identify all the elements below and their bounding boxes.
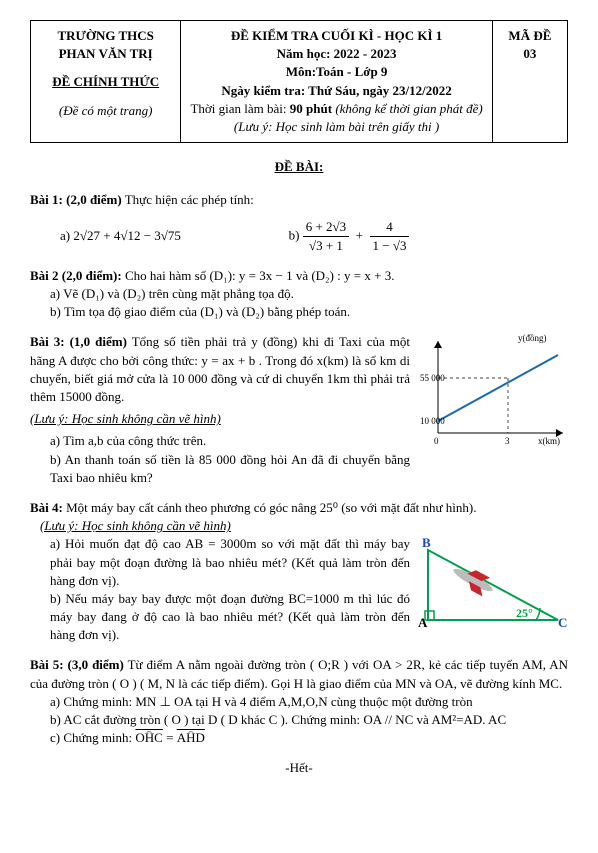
b5-c-prefix: c) Chứng minh: xyxy=(50,730,135,745)
end-marker: -Hết- xyxy=(30,759,568,777)
b2-a: a) Vẽ (D₁) và (D₂) trên cùng mặt phẳng t… xyxy=(50,285,568,303)
frac-1: 6 + 2√3 √3 + 1 xyxy=(303,218,349,255)
b4-b-part1: b) Nếu máy bay bay được một đoạn đường B… xyxy=(50,590,410,645)
duration-suffix: (không kể thời gian phát đề) xyxy=(332,101,483,116)
b1-text: Thực hiện các phép tính: xyxy=(122,192,254,207)
b4-intro: Một máy bay cất cánh theo phương có góc … xyxy=(63,500,477,515)
label-b: B xyxy=(422,535,431,550)
b4-title: Bài 4: xyxy=(30,500,63,515)
b4-b-text: b) Nếu máy bay bay được một đoạn đường B… xyxy=(50,591,410,642)
angle-label: 25° xyxy=(516,606,533,620)
xtick1-label: 0 xyxy=(434,436,439,446)
b5-c: c) Chứng minh: ⌢OHC = ⌢AHD xyxy=(50,729,568,747)
plane-figure: 25° A B C xyxy=(418,535,568,635)
frac-2: 4 1 − √3 xyxy=(370,218,410,255)
problem-1: Bài 1: (2,0 điểm) Thực hiện các phép tín… xyxy=(30,191,568,255)
school-line1: TRƯỜNG THCS xyxy=(39,27,172,45)
b1-a: a) 2√27 + 4√12 − 3√75 xyxy=(60,227,289,245)
header-right: MÃ ĐỀ 03 xyxy=(492,21,567,143)
b1-a-label: a) xyxy=(60,228,73,243)
b3-note: (Lưu ý: Học sinh không cần vẽ hình) xyxy=(30,410,410,428)
code-value: 03 xyxy=(501,45,559,63)
b4-a: a) Hỏi muốn đạt độ cao AB = 3000m so với… xyxy=(50,535,410,590)
school-line2: PHAN VĂN TRỊ xyxy=(39,45,172,63)
exam-note: (Lưu ý: Học sinh làm bài trên giấy thi ) xyxy=(189,118,483,136)
b5-title: Bài 5: (3,0 điểm) xyxy=(30,657,124,672)
label-c: C xyxy=(558,615,567,630)
ytick2-label: 10 000 xyxy=(420,416,445,426)
exam-date: Ngày kiểm tra: Thứ Sáu, ngày 23/12/2022 xyxy=(189,82,483,100)
problem-2: Bài 2 (2,0 điểm): Cho hai hàm số (D₁): y… xyxy=(30,267,568,322)
exam-year: Năm học: 2022 - 2023 xyxy=(189,45,483,63)
label-a: A xyxy=(418,615,428,630)
b2-text: Cho hai hàm số (D₁): y = 3x − 1 và (D₂) … xyxy=(122,268,395,283)
xlabel: x(km) xyxy=(538,436,560,446)
duration-value: 90 phút xyxy=(290,101,332,116)
official-label: ĐỀ CHÍNH THỨC xyxy=(39,73,172,91)
b2-title: Bài 2 (2,0 điểm): xyxy=(30,268,122,283)
b5-b: b) AC cắt đường tròn ( O ) tại D ( D khá… xyxy=(50,711,568,729)
taxi-chart: 55 000 10 000 0 3 y(đồng) x(km) xyxy=(418,333,568,453)
ytick1-label: 55 000 xyxy=(420,373,445,383)
duration-prefix: Thời gian làm bài: xyxy=(190,101,289,116)
b4-note: (Lưu ý: Học sinh không cần vẽ hình) xyxy=(40,517,568,535)
b1-b-label: b) xyxy=(289,227,303,242)
b3-title: Bài 3: (1,0 điểm) xyxy=(30,334,127,349)
problem-3: Bài 3: (1,0 điểm) Tổng số tiền phải trả … xyxy=(30,333,568,487)
b1-a-expr: 2√27 + 4√12 − 3√75 xyxy=(73,228,181,243)
header-center: ĐỀ KIỂM TRA CUỐI KÌ - HỌC KÌ 1 Năm học: … xyxy=(181,21,492,143)
exam-duration: Thời gian làm bài: 90 phút (không kể thờ… xyxy=(189,100,483,118)
b1-b: b) 6 + 2√3 √3 + 1 + 4 1 − √3 xyxy=(289,218,568,255)
plane-svg: 25° A B C xyxy=(418,535,568,630)
b5-c-eq: = xyxy=(163,730,177,745)
b1-title: Bài 1: (2,0 điểm) xyxy=(30,192,122,207)
b2-b: b) Tìm tọa độ giao điểm của (D₁) và (D₂)… xyxy=(50,303,568,321)
problem-5: Bài 5: (3,0 điểm) Từ điểm A nằm ngoài đư… xyxy=(30,656,568,747)
problem-4: Bài 4: Một máy bay cất cánh theo phương … xyxy=(30,499,568,645)
chart-svg: 55 000 10 000 0 3 y(đồng) x(km) xyxy=(418,333,568,448)
exam-title: ĐỀ KIỂM TRA CUỐI KÌ - HỌC KÌ 1 xyxy=(189,27,483,45)
b3-b: b) An thanh toán số tiền là 85 000 đồng … xyxy=(50,451,410,487)
xtick2-label: 3 xyxy=(505,436,510,446)
body-title: ĐỀ BÀI: xyxy=(30,158,568,176)
header-left: TRƯỜNG THCS PHAN VĂN TRỊ ĐỀ CHÍNH THỨC (… xyxy=(31,21,181,143)
header-table: TRƯỜNG THCS PHAN VĂN TRỊ ĐỀ CHÍNH THỨC (… xyxy=(30,20,568,143)
page-count: (Đề có một trang) xyxy=(39,102,172,120)
b5-a: a) Chứng minh: MN ⊥ OA tại H và 4 điểm A… xyxy=(50,693,568,711)
ylabel: y(đồng) xyxy=(518,333,547,343)
code-label: MÃ ĐỀ xyxy=(501,27,559,45)
exam-subject: Môn:Toán - Lớp 9 xyxy=(189,63,483,81)
b3-a: a) Tìm a,b của công thức trên. xyxy=(50,432,410,450)
